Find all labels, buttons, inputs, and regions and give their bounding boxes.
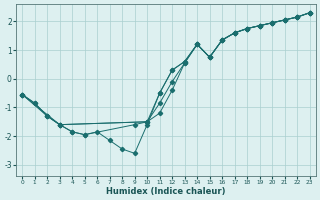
X-axis label: Humidex (Indice chaleur): Humidex (Indice chaleur): [106, 187, 226, 196]
